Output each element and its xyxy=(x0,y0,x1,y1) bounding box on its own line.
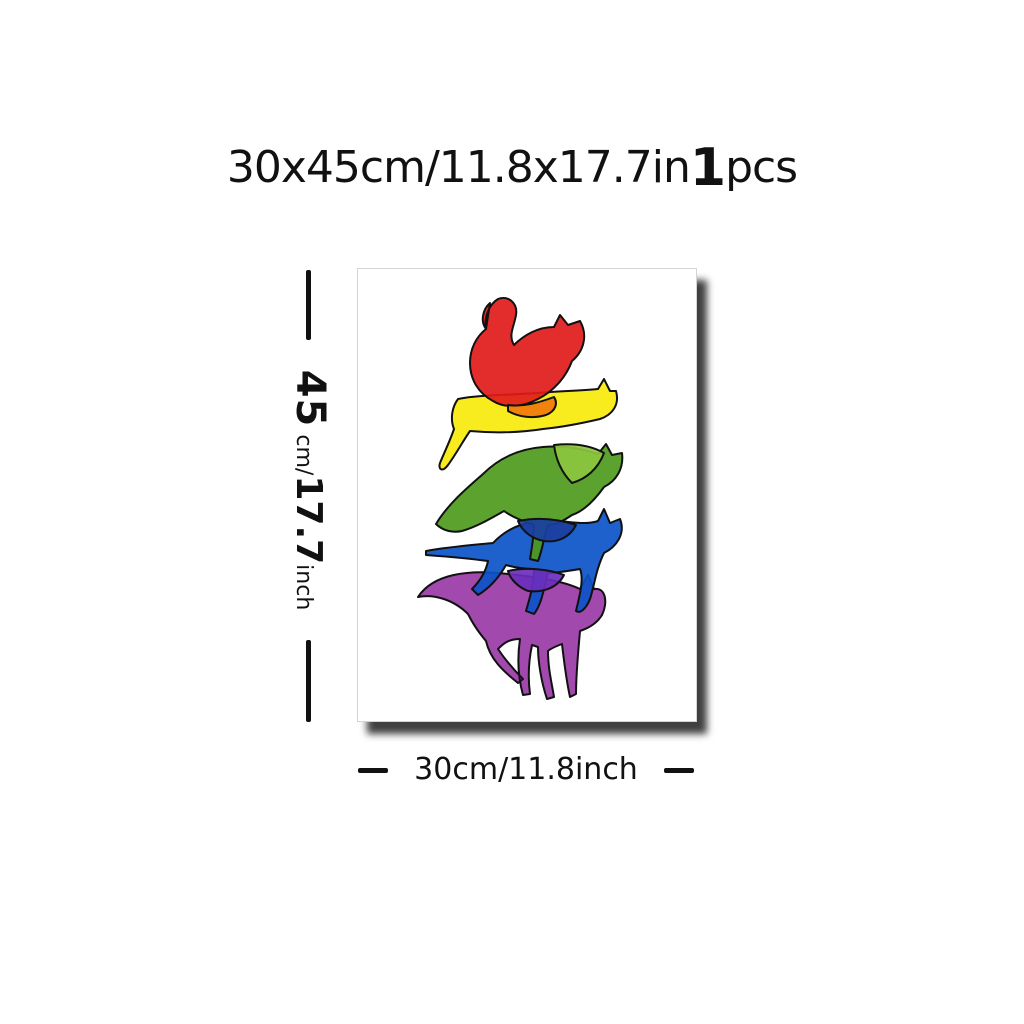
height-in-unit: inch xyxy=(291,564,316,611)
rainbow-cats-artwork xyxy=(417,297,624,700)
yellow-cat xyxy=(438,378,618,471)
quantity-unit: pcs xyxy=(725,142,798,193)
size-text: 30x45cm/11.8x17.7in xyxy=(226,142,691,193)
lightgreen-overlap xyxy=(553,443,605,484)
width-dimension-line-right xyxy=(664,768,694,773)
height-dimension-line-top xyxy=(306,270,311,340)
height-cm-value: 45 xyxy=(287,369,333,428)
height-dimension-line-bottom xyxy=(306,640,311,722)
navy-overlap xyxy=(517,517,577,543)
product-size-title: 30x45cm/11.8x17.7in1pcs xyxy=(0,138,1024,198)
width-dimension-line-left xyxy=(358,768,388,773)
height-cm-unit: cm/ xyxy=(291,434,316,476)
width-dimension-label: 30cm/11.8inch xyxy=(414,752,638,787)
purple-cat xyxy=(417,571,607,700)
red-cat xyxy=(469,297,586,407)
orange-overlap xyxy=(507,396,557,419)
violet-overlap xyxy=(507,567,565,593)
height-in-value: 17.7 xyxy=(288,475,329,565)
canvas-print xyxy=(357,268,697,722)
quantity-text: 1 xyxy=(689,138,726,198)
height-dimension-label: 45 cm/17.7inch xyxy=(287,370,333,611)
